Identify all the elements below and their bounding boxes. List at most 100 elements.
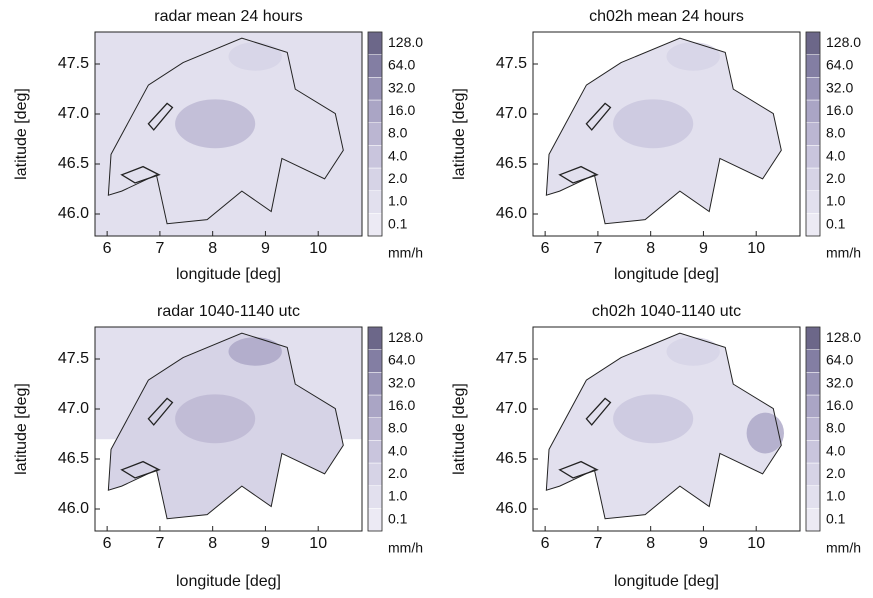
colorbar-swatch	[367, 326, 383, 350]
colorbar-swatch	[805, 485, 821, 509]
y-tick-label: 47.0	[58, 400, 89, 417]
y-tick-label: 46.5	[496, 450, 527, 467]
colorbar-tick-label: 2.0	[826, 170, 846, 186]
panel-title: ch02h 1040-1140 utc	[592, 303, 741, 320]
colorbar-swatch	[367, 394, 383, 418]
border-outline	[545, 37, 782, 225]
colorbar-swatch	[805, 167, 821, 191]
y-tick-label: 46.5	[58, 450, 89, 467]
colorbar-swatch	[805, 349, 821, 373]
colorbar-frame	[805, 31, 821, 237]
colorbar-swatch	[805, 462, 821, 486]
x-tick-label: 9	[699, 535, 708, 552]
colorbar-tick-label: 0.1	[388, 510, 408, 526]
border-outline	[107, 37, 344, 225]
colorbar-tick-label: 32.0	[826, 374, 853, 390]
y-axis-label: latitude [deg]	[451, 383, 468, 475]
colorbar-tick-label: 1.0	[388, 488, 408, 504]
x-tick-label: 8	[208, 240, 217, 257]
colorbar-tick-label: 64.0	[388, 57, 415, 73]
y-tick-label: 47.0	[496, 400, 527, 417]
panel-title: radar 1040-1140 utc	[157, 303, 300, 320]
x-tick-label: 9	[261, 535, 270, 552]
colorbar-swatch	[367, 349, 383, 373]
colorbar-frame	[367, 326, 383, 532]
colorbar-swatch	[805, 145, 821, 169]
x-tick-label: 10	[747, 240, 765, 257]
colorbar-unit: mm/h	[826, 540, 861, 556]
colorbar-tick-label: 0.1	[388, 215, 408, 231]
colorbar-tick-label: 16.0	[388, 397, 415, 413]
colorbar-frame	[805, 326, 821, 532]
colorbar-swatch	[805, 54, 821, 78]
colorbar-tick-label: 0.1	[826, 510, 846, 526]
panel-title: ch02h mean 24 hours	[589, 8, 744, 25]
precip-core	[175, 99, 256, 149]
colorbar-unit: mm/h	[388, 245, 423, 261]
y-tick-label: 47.5	[58, 350, 89, 367]
colorbar-tick-label: 8.0	[388, 125, 408, 141]
precip-core	[175, 394, 256, 444]
colorbar-tick-label: 4.0	[826, 442, 846, 458]
y-tick-label: 46.0	[58, 500, 89, 517]
colorbar-swatch	[805, 508, 821, 532]
colorbar-swatch	[367, 440, 383, 464]
colorbar-swatch	[805, 31, 821, 55]
y-tick-label: 47.5	[58, 55, 89, 72]
colorbar-tick-label: 128.0	[388, 34, 423, 50]
lake-outline	[120, 460, 161, 479]
x-tick-label: 9	[261, 240, 270, 257]
colorbar-tick-label: 4.0	[388, 147, 408, 163]
panel: radar 1040-1140 utc longitude [deg] latitu…	[13, 303, 423, 590]
lake-outline	[558, 165, 599, 184]
y-tick-label: 47.0	[496, 105, 527, 122]
colorbar-tick-label: 1.0	[826, 193, 846, 209]
colorbar-swatch	[367, 122, 383, 146]
colorbar-swatch	[805, 190, 821, 214]
colorbar-tick-label: 8.0	[388, 420, 408, 436]
x-tick-label: 9	[699, 240, 708, 257]
colorbar-tick-label: 16.0	[826, 102, 853, 118]
colorbar-tick-label: 128.0	[388, 329, 423, 345]
colorbar-swatch	[805, 122, 821, 146]
colorbar-tick-label: 32.0	[388, 79, 415, 95]
panel: ch02h mean 24 hours longitude [deg] latitu…	[451, 8, 861, 283]
plot-frame	[532, 31, 801, 237]
panel: radar mean 24 hours longitude [deg] latitu…	[13, 8, 423, 283]
precip-core	[746, 412, 784, 454]
precip-core	[666, 42, 720, 71]
y-axis-label: latitude [deg]	[13, 383, 30, 475]
colorbar-tick-label: 8.0	[826, 125, 846, 141]
colorbar-swatch	[805, 372, 821, 396]
plot-frame	[532, 326, 801, 532]
colorbar-swatch	[367, 190, 383, 214]
colorbar-tick-label: 4.0	[826, 147, 846, 163]
colorbar-tick-label: 64.0	[826, 352, 853, 368]
x-axis-label: longitude [deg]	[176, 573, 281, 590]
colorbar-swatch	[367, 77, 383, 101]
colorbar-swatch	[367, 167, 383, 191]
colorbar-swatch	[367, 485, 383, 509]
colorbar-tick-label: 16.0	[826, 397, 853, 413]
lake-outline	[147, 397, 174, 426]
colorbar-swatch	[805, 394, 821, 418]
lake-outline	[585, 102, 612, 131]
x-tick-label: 10	[309, 240, 327, 257]
x-axis-label: longitude [deg]	[614, 266, 719, 283]
plot-frame	[94, 31, 363, 237]
colorbar-tick-label: 2.0	[388, 170, 408, 186]
x-tick-label: 7	[593, 535, 602, 552]
x-tick-label: 6	[103, 240, 112, 257]
colorbar-swatch	[367, 462, 383, 486]
lake-outline	[558, 460, 599, 479]
y-tick-label: 46.5	[496, 155, 527, 172]
precip-core	[228, 42, 282, 71]
colorbar-swatch	[805, 99, 821, 123]
precip-core	[228, 337, 282, 366]
y-tick-label: 46.0	[496, 205, 527, 222]
lake-outline	[585, 397, 612, 426]
colorbar-tick-label: 1.0	[388, 193, 408, 209]
colorbar-unit: mm/h	[388, 540, 423, 556]
border-outline	[107, 332, 344, 520]
colorbar-swatch	[367, 508, 383, 532]
